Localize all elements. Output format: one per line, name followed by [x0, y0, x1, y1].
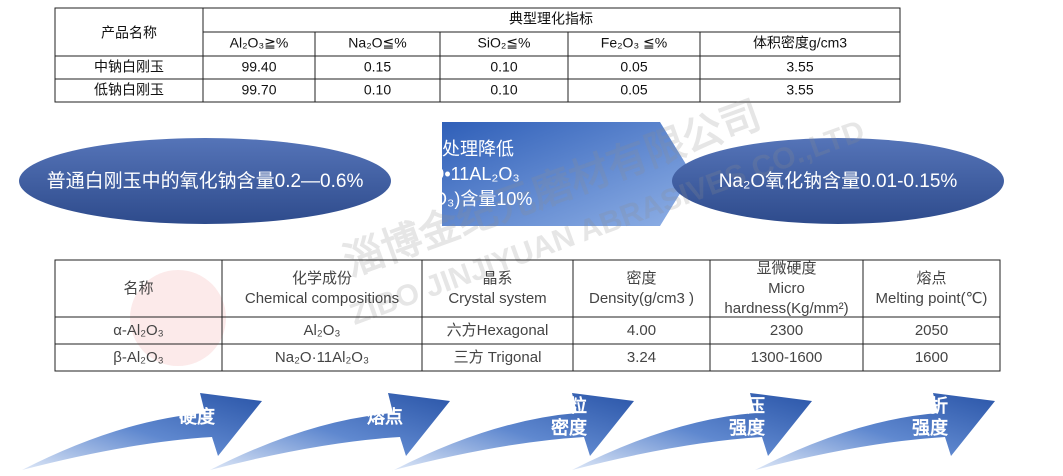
- table-cell-text: Na₂O·11Al₂O₃: [275, 349, 369, 366]
- table-cell-text: 三方 Trigonal: [454, 349, 542, 366]
- flow-middle-text: 化学处理降低: [406, 139, 514, 159]
- table-cell: [862, 259, 1001, 318]
- column-header: Fe₂O₃ ≦%: [601, 35, 667, 51]
- table-cell-text: 4.00: [627, 322, 656, 339]
- curved-arrow: [394, 393, 634, 470]
- table-cell: [862, 343, 1001, 372]
- table-cell-text: Al₂O₃: [304, 322, 341, 339]
- flow-middle-text: Na₂O•11AL₂O₃: [400, 164, 519, 184]
- column-header: Micro: [768, 280, 805, 297]
- column-header: Al₂O₃≧%: [230, 35, 289, 51]
- column-header: SiO₂≦%: [478, 35, 531, 51]
- table-cell-text: β-Al₂O₃: [113, 349, 164, 366]
- curved-arrow: [572, 393, 812, 470]
- table-cell-text: 3.55: [786, 59, 813, 75]
- table-cell-text: 3.55: [786, 82, 813, 98]
- table-cell-text: 99.70: [241, 82, 276, 98]
- column-header: 密度: [626, 270, 656, 287]
- arrow-label: 颗粒: [551, 395, 587, 416]
- arrow-label: 强度: [912, 417, 949, 438]
- table-cell-text: 0.10: [490, 59, 517, 75]
- column-header: 熔点: [916, 270, 946, 287]
- table-cell-text: 中钠白刚玉: [94, 59, 164, 75]
- table-header: 产品名称: [101, 25, 157, 41]
- watermark-logo: [130, 270, 226, 366]
- curved-arrow: [22, 393, 262, 470]
- left-ellipse: [19, 138, 391, 224]
- table-cell-text: α-Al₂O₃: [113, 322, 164, 339]
- flow-middle-text: (β-Al₂O₃)含量10%: [388, 189, 533, 209]
- column-header: Density(g/cm3 ): [589, 290, 694, 307]
- table-cell-text: 0.10: [490, 82, 517, 98]
- column-header: Chemical compositions: [245, 290, 399, 307]
- column-header: hardness(Kg/mm²): [724, 300, 848, 317]
- arrow-label: 抗折: [912, 395, 948, 416]
- arrow-label: 硬度: [179, 406, 216, 427]
- column-header: Crystal system: [448, 290, 546, 307]
- table-header: 典型理化指标: [509, 11, 593, 27]
- table-cell-text: 0.15: [364, 59, 391, 75]
- flow-right-text: Na₂O氧化钠含量0.01-0.15%: [719, 170, 958, 192]
- table-cell: [699, 78, 901, 103]
- column-header: Melting point(℃): [876, 290, 988, 307]
- flow-left-text: 普通白刚玉中的氧化钠含量0.2—0.6%: [47, 170, 364, 192]
- column-header: 显微硬度: [756, 260, 816, 277]
- arrow-label: 密度: [551, 417, 588, 438]
- table-cell-text: 1300-1600: [751, 349, 823, 366]
- table-cell: [572, 259, 711, 318]
- table-cell-text: 1600: [915, 349, 948, 366]
- table-cell-text: 0.05: [620, 82, 647, 98]
- table-cell-text: 99.40: [241, 59, 276, 75]
- arrow-label: 耐压: [729, 395, 765, 416]
- curved-arrow: [210, 393, 450, 470]
- table-cell-text: 六方Hexagonal: [447, 322, 549, 339]
- column-header: 名称: [123, 280, 153, 297]
- table-cell-text: 0.05: [620, 59, 647, 75]
- table-cell-text: 2050: [915, 322, 948, 339]
- table-cell-text: 2300: [770, 322, 803, 339]
- table-cell-text: 低钠白刚玉: [94, 82, 164, 98]
- table-cell-text: 0.10: [364, 82, 391, 98]
- right-ellipse: [672, 138, 1004, 224]
- table-cell-text: 3.24: [627, 349, 656, 366]
- curved-arrow: [755, 393, 995, 470]
- arrow-label: 熔点: [367, 406, 403, 427]
- column-header: 体积密度g/cm3: [753, 35, 847, 51]
- column-header: Na₂O≦%: [348, 35, 406, 51]
- middle-arrow: [442, 122, 692, 226]
- column-header: 化学成份: [292, 270, 352, 287]
- arrow-label: 强度: [729, 417, 766, 438]
- column-header: 晶系: [482, 270, 512, 287]
